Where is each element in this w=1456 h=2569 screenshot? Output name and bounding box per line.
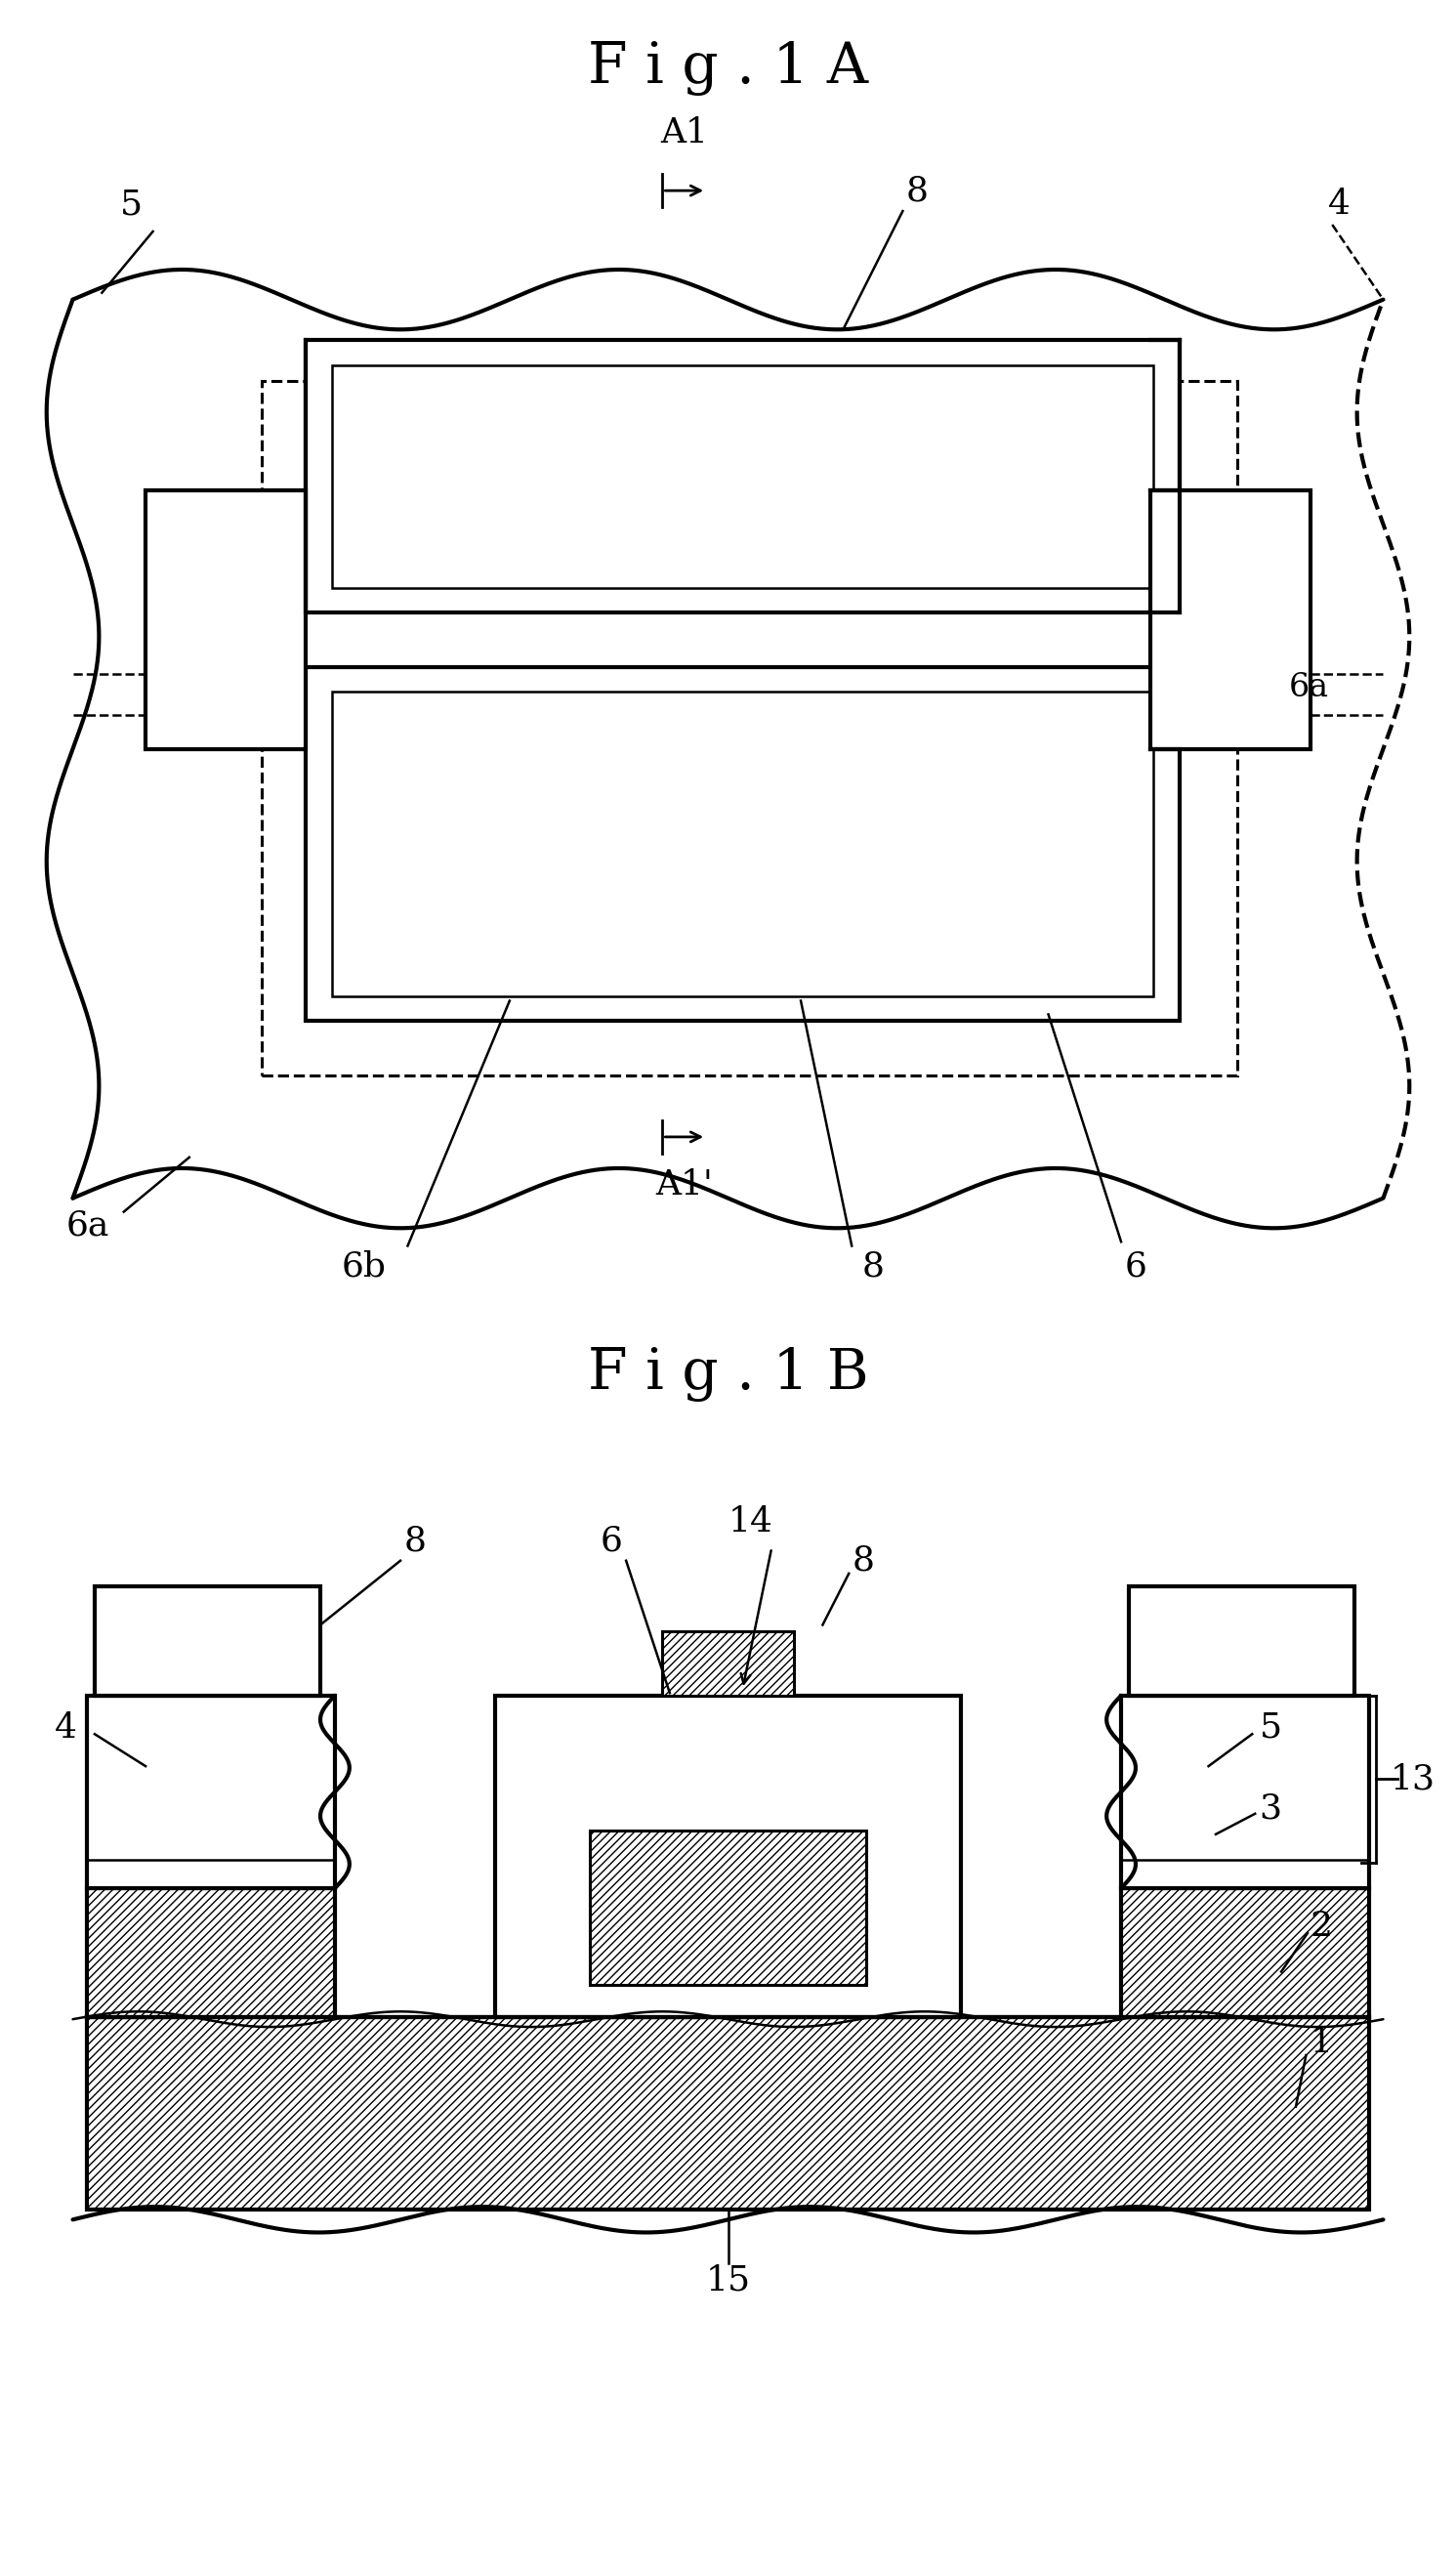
Bar [495,1696,961,2017]
Text: 5: 5 [119,188,143,221]
Text: 8: 8 [862,1249,885,1282]
Text: 15: 15 [706,2263,750,2297]
Bar [306,668,1179,1022]
Text: F i g . 1 B: F i g . 1 B [588,1346,868,1403]
Text: A1: A1 [661,116,708,149]
Bar [1121,1888,1369,2017]
Bar [87,1888,335,2017]
Text: 4: 4 [54,1711,77,1744]
Text: 8: 8 [403,1526,427,1557]
Text: 14: 14 [728,1505,773,1539]
Bar [262,380,1238,1076]
Bar [332,365,1153,588]
Text: 6b: 6b [342,1249,386,1282]
Text: 1: 1 [1310,2027,1332,2058]
Text: 3: 3 [1259,1793,1283,1824]
Text: A1': A1' [655,1169,713,1202]
Bar [95,1588,320,1696]
Bar [87,1696,335,1888]
Text: 6a: 6a [1289,673,1329,704]
Bar [87,2017,1369,2209]
Bar [1128,1588,1354,1696]
Bar [146,491,306,750]
Bar [306,342,1179,614]
Text: 6a: 6a [66,1210,109,1241]
Text: F i g . 1 A: F i g . 1 A [588,41,868,95]
Bar [332,691,1153,997]
Bar [662,1631,794,1696]
Text: 5: 5 [1259,1711,1283,1744]
Text: 2: 2 [1310,1911,1332,1942]
Text: 6: 6 [1124,1249,1147,1282]
Bar [1150,491,1310,750]
Text: 8: 8 [852,1544,874,1577]
Bar [590,1829,866,1986]
Text: 13: 13 [1390,1762,1436,1796]
Text: 6: 6 [600,1526,623,1557]
Text: 4: 4 [1328,188,1351,221]
Text: 8: 8 [906,175,929,208]
Bar [1121,1696,1369,1888]
